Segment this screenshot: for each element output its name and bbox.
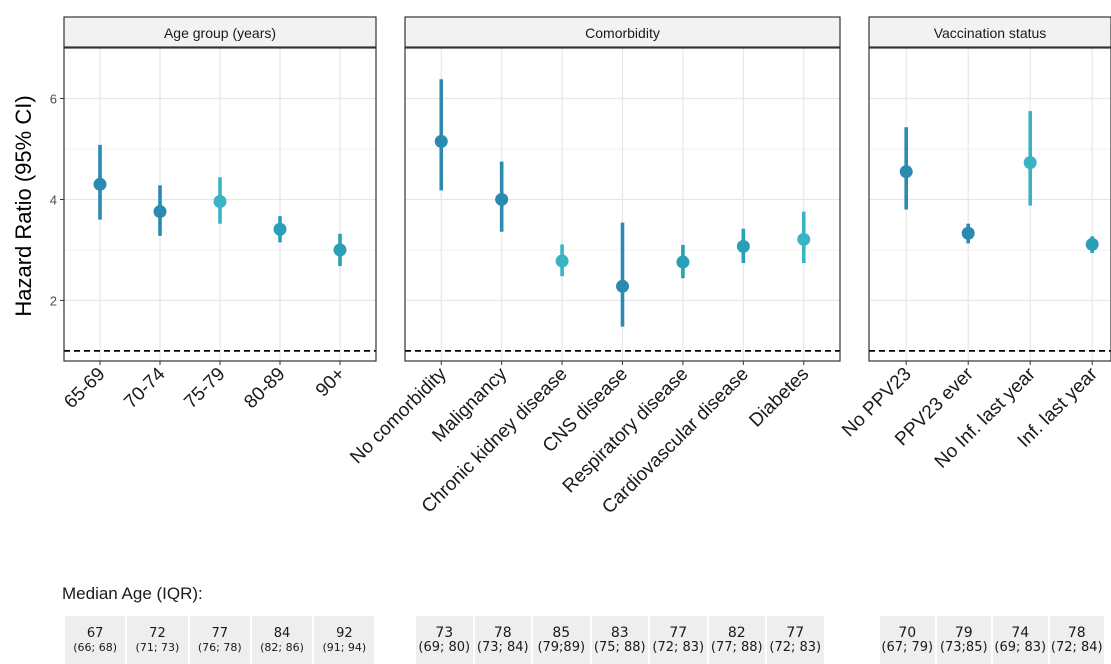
iqr-value: (72; 84) bbox=[1050, 640, 1103, 655]
iqr-value: (67; 79) bbox=[881, 640, 934, 655]
median-age-cell: 67 (66; 68) bbox=[65, 616, 126, 664]
median-age-value: 77 bbox=[211, 626, 229, 641]
median-age-cell: 92 (91; 94) bbox=[314, 616, 375, 664]
median-age-cell: 74 (69; 83) bbox=[993, 616, 1048, 664]
x-tick-label: 90+ bbox=[312, 364, 350, 402]
iqr-value: (91; 94) bbox=[322, 641, 367, 654]
median-age-value: 72 bbox=[149, 626, 166, 641]
median-age-value: 83 bbox=[610, 625, 629, 641]
strip-label: Comorbidity bbox=[585, 25, 660, 41]
x-tick-label: 80-89 bbox=[240, 364, 289, 413]
x-tick-label: Diabetes bbox=[745, 364, 813, 432]
point-90+ bbox=[333, 243, 347, 257]
x-tick-label: 70-74 bbox=[120, 363, 170, 413]
iqr-value: (77; 88) bbox=[710, 640, 763, 655]
median-age-value: 74 bbox=[1011, 625, 1030, 641]
median-age-cell: 73 (69; 80) bbox=[416, 616, 473, 664]
point-65-69 bbox=[93, 177, 107, 191]
median-age-cell: 77 (76; 78) bbox=[189, 616, 250, 664]
x-tick-label: 75-79 bbox=[180, 364, 229, 413]
iqr-value: (82; 86) bbox=[260, 641, 304, 654]
median-age-value: 73 bbox=[435, 625, 454, 641]
y-tick-label: 6 bbox=[50, 91, 57, 106]
point-Cardiovascular disease bbox=[736, 239, 750, 253]
iqr-value: (72; 83) bbox=[769, 640, 822, 655]
median-age-value: 84 bbox=[273, 626, 291, 641]
median-age-value: 82 bbox=[727, 625, 746, 641]
point-No PPV23 bbox=[899, 165, 913, 179]
strip bbox=[868, 16, 1111, 48]
strip-label: Age group (years) bbox=[164, 25, 276, 41]
point-80-89 bbox=[273, 222, 287, 236]
panel-background bbox=[869, 48, 1111, 361]
iqr-value: (66; 68) bbox=[73, 641, 118, 654]
point-Inf. last year bbox=[1085, 237, 1099, 251]
point-Respiratory disease bbox=[676, 255, 690, 269]
point-Malignancy bbox=[495, 192, 509, 206]
median-age-cell: 70 (67; 79) bbox=[880, 616, 935, 664]
median-age-cell: 77 (72; 83) bbox=[650, 616, 707, 664]
median-age-cell: 77 (72; 83) bbox=[767, 616, 824, 664]
point-Chronic kidney disease bbox=[555, 254, 569, 268]
iqr-value: (71; 73) bbox=[135, 641, 180, 654]
median-age-value: 78 bbox=[493, 625, 512, 641]
point-Diabetes bbox=[797, 232, 811, 246]
median-age-value: 67 bbox=[86, 626, 104, 641]
x-tick-label: 65-69 bbox=[60, 364, 109, 413]
iqr-value: (69; 80) bbox=[418, 640, 471, 655]
point-CNS disease bbox=[616, 279, 629, 293]
iqr-value: (79;89) bbox=[537, 640, 586, 655]
median-age-value: 77 bbox=[669, 625, 688, 641]
y-tick-label: 2 bbox=[50, 293, 57, 308]
iqr-value: (72; 83) bbox=[652, 640, 705, 655]
point-70-74 bbox=[153, 205, 167, 219]
median-age-value: 70 bbox=[898, 625, 917, 641]
median-age-cell: 84 (82; 86) bbox=[251, 616, 313, 664]
median-age-cell: 72 (71; 73) bbox=[127, 616, 188, 664]
median-age-cell: 78 (73; 84) bbox=[474, 616, 531, 664]
point-PPV23 ever bbox=[961, 226, 975, 240]
median-age-value: 79 bbox=[954, 625, 973, 641]
iqr-value: (73;85) bbox=[939, 640, 988, 655]
median-age-value: 77 bbox=[786, 625, 805, 641]
hazard-ratio-chart: Hazard Ratio (95% CI) Age group (years) 2… bbox=[11, 16, 1111, 518]
panel-1: Age group (years) 2 4 6 65-69 70-74 75-79 80-89… bbox=[50, 16, 377, 413]
median-age-cell: 78 (72; 84) bbox=[1049, 616, 1104, 664]
median-age-value: 78 bbox=[1067, 625, 1086, 641]
iqr-value: (69; 83) bbox=[994, 640, 1047, 655]
median-age-cell: 79 (73;85) bbox=[936, 616, 991, 664]
median-age-value: 92 bbox=[336, 626, 353, 641]
point-75-79 bbox=[213, 194, 227, 208]
iqr-value: (75; 88) bbox=[593, 640, 646, 655]
point-No comorbidity bbox=[434, 134, 448, 148]
strip bbox=[404, 16, 841, 48]
iqr-value: (76; 78) bbox=[197, 641, 242, 654]
median-age-cell: 83 (75; 88) bbox=[591, 616, 648, 664]
panel-border bbox=[868, 47, 1111, 362]
point-No Inf. last year bbox=[1023, 156, 1037, 170]
median-age-cell: 85 (79;89) bbox=[533, 616, 590, 664]
median-age-value: 85 bbox=[552, 625, 571, 641]
median-age-cell: 82 (77; 88) bbox=[708, 616, 765, 664]
y-tick-label: 4 bbox=[50, 192, 57, 207]
strip-label: Vaccination status bbox=[934, 25, 1047, 41]
iqr-value: (73; 84) bbox=[476, 640, 529, 655]
strip bbox=[63, 16, 377, 48]
y-axis-title: Hazard Ratio (95% CI) bbox=[11, 95, 36, 316]
x-tick-label: No comorbidity bbox=[346, 363, 451, 468]
median-age-title: Median Age (IQR): bbox=[62, 584, 203, 603]
